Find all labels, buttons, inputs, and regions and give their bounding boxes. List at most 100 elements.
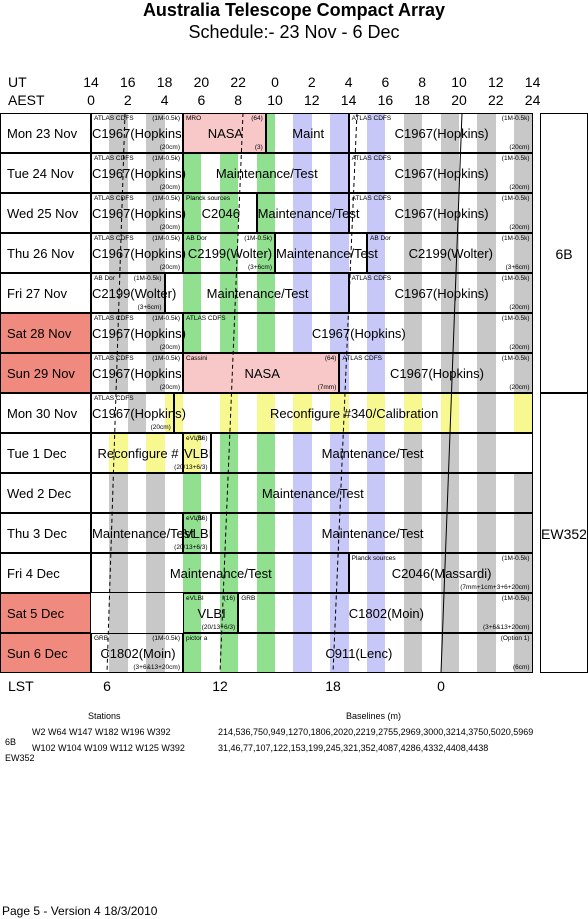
hour-stripe [514, 113, 533, 153]
hour-stripe [477, 433, 496, 473]
hour-stripe [293, 433, 312, 473]
schedule-block: C1967(Hopkins) ATLAS CDFS (1M-0.5k) (20cm) [91, 113, 186, 153]
band-label: (20/13+6/3) [174, 544, 208, 551]
ut-tick: 12 [488, 74, 504, 90]
config-label: (1M-0.5k) [501, 115, 530, 122]
hour-stripe [367, 153, 386, 193]
band-label: (20cm) [509, 184, 530, 191]
schedule-block: C1967(Hopkins) ATLAS CDFS (1M-0.5k) (20cm) [91, 153, 186, 193]
hour-stripe [183, 593, 202, 633]
project-label: C1967(Hopkins) [92, 366, 186, 381]
project-label: C1967(Hopkins) [92, 406, 186, 421]
hour-stripe [403, 393, 423, 433]
hour-stripe [403, 313, 423, 353]
aest-label: AEST [8, 92, 45, 108]
hour-stripe [367, 393, 386, 433]
hour-stripe [477, 193, 496, 233]
hour-stripe [293, 593, 312, 633]
source-label: AB Dor [370, 235, 391, 242]
schedule-block: C1967(Hopkins) ATLAS CDFS (1M-0.5k) (20cm) [339, 353, 533, 393]
aest-tick: 6 [197, 92, 206, 108]
date-label: Sat 28 Nov [0, 313, 91, 353]
schedule-block: NASA MRO (64) (3) [183, 113, 266, 153]
ut-tick: 14 [524, 74, 541, 90]
band-label: (20cm) [509, 224, 530, 231]
date-label: Sat 5 Dec [0, 593, 91, 633]
hour-stripe [146, 113, 165, 153]
aest-tick: 24 [524, 92, 541, 108]
hour-stripe [403, 113, 423, 153]
hour-stripe [146, 553, 165, 593]
hour-stripe [256, 273, 275, 313]
hour-stripe [367, 233, 386, 273]
schedule-block: C1967(Hopkins) ATLAS CDFS (1M-0.5k) (20cm) [348, 273, 533, 313]
ut-tick: 16 [120, 74, 136, 90]
project-label: C1802(Moin) [100, 646, 176, 661]
source-label: ATLAS CDFS [351, 115, 392, 122]
config-label: (1M-0.5k) [244, 235, 272, 242]
hour-stripe [477, 153, 496, 193]
schedule-block: C911(Lenc) pictor a (Option 1) (6cm) [183, 633, 533, 673]
schedule-block: C2046 Planck sources [183, 193, 257, 233]
hour-stripe [146, 633, 165, 673]
config-label: (1M-0.5k) [501, 555, 530, 562]
project-label: Maintenance/Test [215, 166, 318, 181]
hour-stripe [403, 273, 423, 313]
config-label: (1M-0.5k) [133, 275, 162, 282]
config-label: (1M-0.5k) [152, 155, 180, 162]
config-label: (1M-0.5k) [152, 355, 180, 362]
lst-tick: 12 [212, 678, 228, 694]
hour-stripe [367, 553, 386, 593]
schedule-block: C1967(Hopkins) ATLAS CDFS (1M-0.5k) (20cm) [348, 113, 533, 153]
project-label: Reconfigure # [97, 446, 179, 461]
band-label: (20cm) [509, 384, 530, 391]
lst-tick: 0 [437, 678, 445, 694]
schedule-row: Maintenance/Test Wed 2 Dec [0, 473, 540, 513]
hour-stripe [293, 393, 312, 433]
hour-stripe [367, 313, 386, 353]
date-label: Wed 2 Dec [0, 473, 91, 513]
source-label: AB Dor [94, 275, 115, 282]
hour-stripe [477, 353, 496, 393]
project-label: NASA [207, 126, 244, 141]
project-label: Maintenance/Test [92, 526, 194, 541]
source-label: ATLAS CDFS [186, 315, 226, 322]
aest-tick: 20 [451, 92, 467, 108]
band-label: (7mm+1cm+3+6+20cm) [460, 584, 530, 591]
hour-stripe [367, 513, 386, 553]
project-label: C911(Lenc) [325, 646, 393, 661]
hour-stripe [293, 153, 312, 193]
hour-stripe [367, 273, 386, 313]
array-baselines: 214,536,750,949,1270,1806,2020,2219,2755… [218, 727, 534, 737]
project-label: C2199(Wolter) [408, 246, 493, 261]
hour-stripe [146, 593, 165, 633]
config-label: (1M-0.5k) [501, 155, 530, 162]
ut-tick: 0 [271, 74, 279, 90]
hour-stripe [256, 513, 275, 553]
ut-tick: 14 [83, 74, 99, 90]
hour-stripe [367, 633, 386, 673]
schedule-row: C1802(Moin) GRB (1M-0.5k) (3+6&13+20cm) C911… [0, 633, 540, 673]
hour-stripe [514, 553, 533, 593]
source-label: GRB [241, 595, 256, 602]
project-label: C1967(Hopkins) [394, 126, 489, 141]
config-6b: 6B [540, 113, 588, 393]
config-label: (64) [324, 355, 337, 362]
source-label: eVLBI [186, 515, 204, 522]
config-label: (1M-0.5k) [501, 595, 530, 602]
config-label: (Option 1) [500, 635, 530, 642]
schedule-block: Maintenance/Test [275, 233, 378, 273]
array-line-ew352: EW352 W102 W104 W109 W112 W125 W392 31,4… [0, 743, 488, 783]
hour-stripe [293, 513, 312, 553]
schedule-row: C1967(Hopkins) ATLAS CDFS (1M-0.5k) (20cm) C… [0, 233, 540, 273]
source-label: MRO [186, 115, 202, 122]
hour-stripe [403, 553, 423, 593]
date-label: Tue 1 Dec [0, 433, 91, 473]
hour-stripe [514, 153, 533, 193]
hour-stripe [146, 153, 165, 193]
aest-tick: 2 [123, 92, 132, 108]
source-label: AB Dor [186, 235, 207, 242]
date-label: Mon 30 Nov [0, 393, 91, 433]
config-label: (1M-0.5k) [501, 275, 530, 282]
schedule-block: C1967(Hopkins) ATLAS CDFS (1M-0.5k) (20cm) [183, 313, 533, 353]
